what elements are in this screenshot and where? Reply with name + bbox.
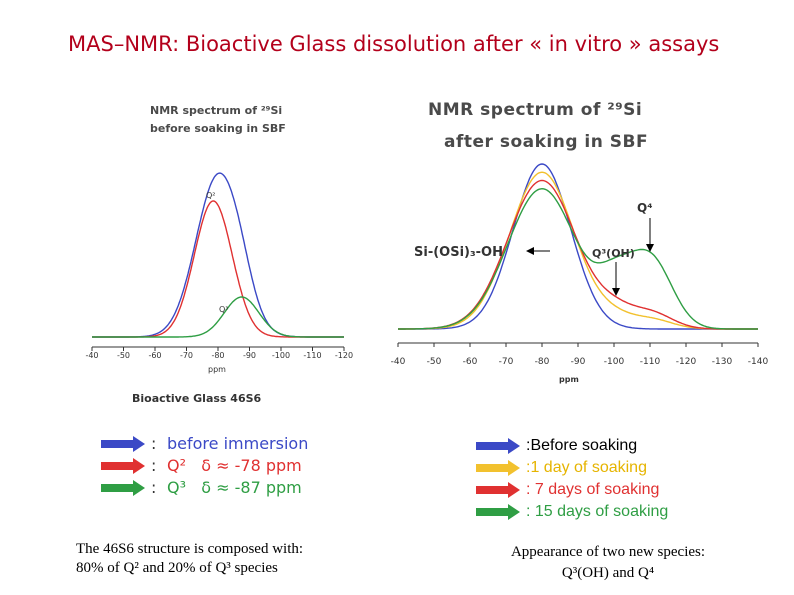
x-tick-label: -70 [180, 351, 193, 360]
right-plot-title-line1: NMR spectrum of ²⁹Si [428, 100, 643, 120]
sioh-pointer-head [526, 247, 534, 255]
right-caption-line2: Q³(OH) and Q⁴ [561, 565, 655, 581]
right-q4-label: Q⁴ [637, 201, 652, 215]
series-line [92, 172, 344, 338]
left-caption: The 46S6 structure is composed with: 80%… [76, 540, 303, 578]
x-tick-label: -110 [303, 351, 321, 360]
right-legend-item: :1 day of soaking [476, 459, 647, 477]
legend-text: before immersion [167, 434, 309, 453]
legend-text: : 15 days of soaking [526, 503, 669, 520]
right-x-axis-label: ppm [559, 375, 579, 384]
x-tick-label: -80 [535, 357, 550, 367]
left-plot-title-line2: before soaking in SBF [150, 122, 286, 135]
series-line [398, 187, 758, 330]
legend-arrow-icon [101, 479, 145, 496]
x-tick-label: -70 [499, 357, 514, 367]
x-tick-label: -40 [85, 351, 98, 360]
left-legend-item: : before immersion [101, 434, 308, 453]
legend-text: : 7 days of soaking [526, 481, 660, 498]
right-legend-item: :Before soaking [476, 437, 637, 455]
x-tick-label: -80 [211, 351, 224, 360]
x-tick-label: -50 [117, 351, 130, 360]
x-tick-label: -140 [748, 357, 769, 367]
q3oh-pointer-head [612, 288, 620, 296]
legend-arrow-icon [101, 457, 145, 474]
legend-text: Q² δ ≈ -78 ppm [167, 456, 302, 475]
legend-arrow-icon [101, 435, 145, 452]
left-legend-item: : Q² δ ≈ -78 ppm [101, 456, 302, 475]
x-tick-label: -100 [272, 351, 290, 360]
series-line [398, 163, 758, 330]
right-plot-title: NMR spectrum of ²⁹Si after soaking in SB… [428, 100, 688, 152]
right-caption: Appearance of two new species: Q³(OH) an… [478, 542, 738, 584]
x-tick-label: -120 [335, 351, 353, 360]
series-line [92, 200, 344, 338]
right-plot-title-line2: after soaking in SBF [444, 132, 649, 152]
q4-pointer-head [646, 244, 654, 252]
x-tick-label: -130 [712, 357, 733, 367]
legend-arrow-icon [476, 482, 520, 498]
legend-arrow-icon [476, 438, 520, 454]
series-line [92, 296, 344, 338]
x-tick-label: -90 [571, 357, 586, 367]
x-tick-label: -50 [427, 357, 442, 367]
left-legend-item: : Q³ δ ≈ -87 ppm [101, 478, 302, 497]
left-plot-title-line1: NMR spectrum of ²⁹Si [150, 104, 283, 117]
left-x-axis-label: ppm [208, 365, 226, 374]
legend-arrow-icon [476, 504, 520, 520]
x-tick-label: -40 [391, 357, 406, 367]
x-tick-label: -60 [148, 351, 161, 360]
slide-title: MAS–NMR: Bioactive Glass dissolution aft… [68, 32, 720, 56]
left-peak-q2-label: Q² [206, 191, 216, 200]
series-line [398, 171, 758, 330]
right-sioh-label: Si-(OSi)₃-OH [414, 245, 503, 260]
legend-text: :Before soaking [526, 437, 638, 454]
left-peak-q3-label: Q³ [219, 305, 229, 314]
left-caption-line1: The 46S6 structure is composed with: [76, 541, 304, 557]
right-legend-item: : 7 days of soaking [476, 481, 659, 499]
right-caption-line1: Appearance of two new species: [510, 544, 706, 560]
x-tick-label: -120 [676, 357, 697, 367]
x-tick-label: -60 [463, 357, 478, 367]
x-tick-label: -100 [604, 357, 625, 367]
legend-arrow-icon [476, 460, 520, 476]
legend-colon: : [151, 478, 157, 497]
legend-text: Q³ δ ≈ -87 ppm [167, 478, 302, 497]
left-sample-label: Bioactive Glass 46S6 [132, 392, 262, 405]
right-legend-item: : 15 days of soaking [476, 503, 668, 521]
series-line [398, 179, 758, 330]
legend-text: :1 day of soaking [526, 459, 647, 476]
left-caption-line2: 80% of Q² and 20% of Q³ species [76, 560, 278, 576]
x-tick-label: -90 [243, 351, 256, 360]
legend-colon: : [151, 456, 157, 475]
right-q3oh-label: Q³(OH) [592, 247, 635, 260]
left-plot-title: NMR spectrum of ²⁹Si before soaking in S… [150, 104, 300, 135]
legend-colon: : [151, 434, 157, 453]
x-tick-label: -110 [640, 357, 661, 367]
